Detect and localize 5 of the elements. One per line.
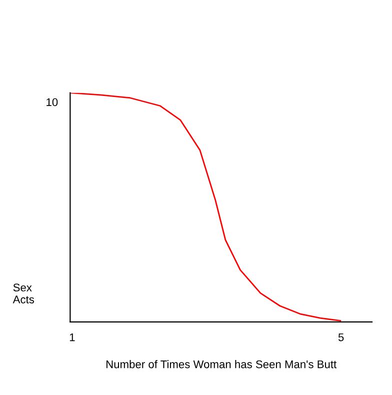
x-tick-label: 1 [70, 333, 75, 342]
x-axis-title: Number of Times Woman has Seen Man's Butt [106, 360, 337, 368]
y-axis-title: Sex Acts [12, 284, 34, 304]
text: 10 [46, 98, 58, 106]
x-tick-label: 5 [338, 333, 344, 342]
